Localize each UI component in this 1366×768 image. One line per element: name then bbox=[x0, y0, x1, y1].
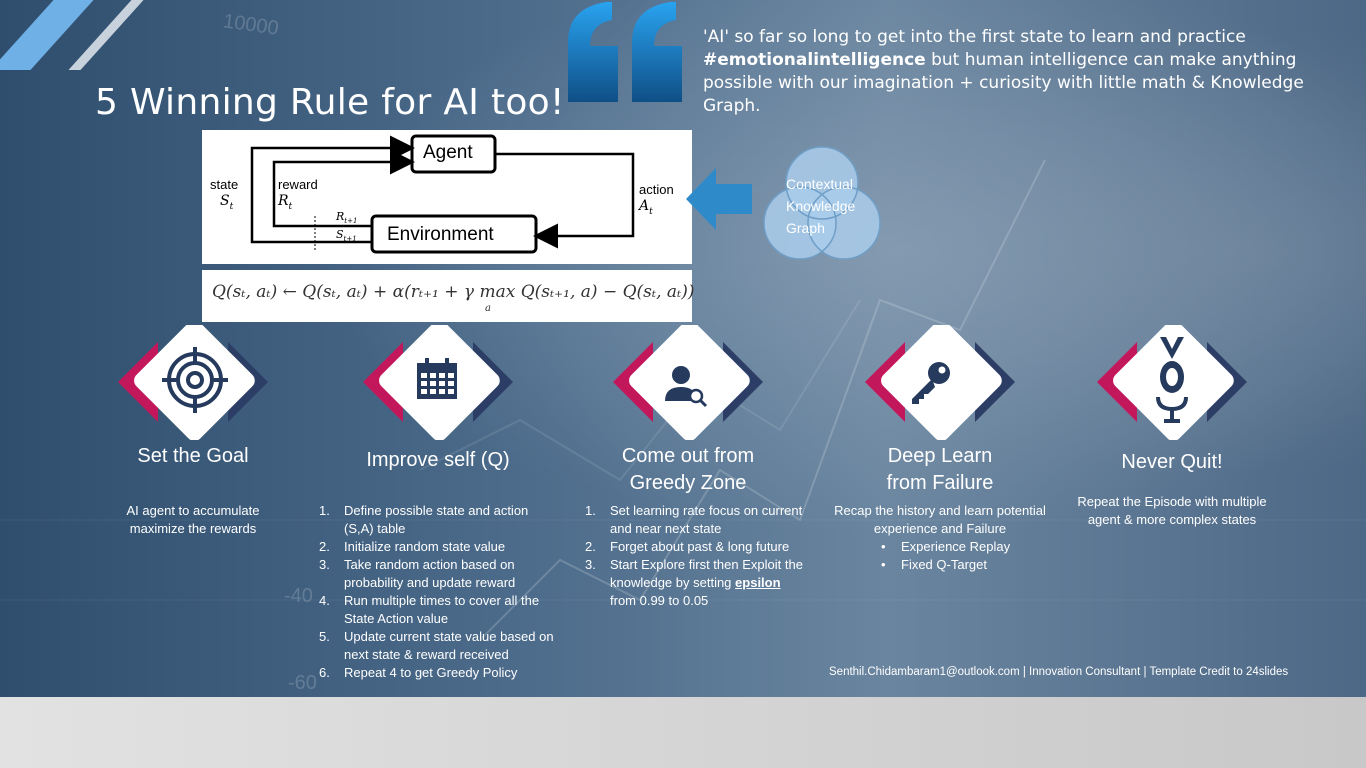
list-item: 3. Take random action based on probabilit… bbox=[319, 557, 516, 590]
rule-title: Improve self (Q) bbox=[366, 449, 510, 471]
s-next-symbol: St+1 bbox=[336, 228, 357, 244]
rule-steps: 1. Set learning rate focus on current and… bbox=[585, 502, 805, 610]
list-item: 5. Update current state value based on ne… bbox=[319, 629, 554, 662]
rule-description: Recap the history and learn potential ex… bbox=[834, 503, 1046, 536]
rule-title-line1: Come out from bbox=[621, 445, 755, 467]
rule-description-block: Recap the history and learn potential ex… bbox=[825, 502, 1055, 574]
rule-title: Come out from Greedy Zone bbox=[563, 443, 813, 497]
reward-label: reward bbox=[278, 177, 318, 192]
r-next-symbol: Rt+1 bbox=[336, 210, 358, 226]
rl-diagram: Agent Environment state St reward Rt act… bbox=[202, 130, 692, 264]
rule-title-line2: Greedy Zone bbox=[629, 472, 747, 494]
state-label: state bbox=[210, 177, 239, 192]
rule-title: Set the Goal bbox=[137, 445, 249, 467]
rule-title: Never Quit! bbox=[1121, 451, 1223, 473]
rule-title-line2: from Failure bbox=[886, 472, 994, 494]
list-item: 6. Repeat 4 to get Greedy Policy bbox=[319, 665, 518, 680]
list-item: 4. Run multiple times to cover all the St… bbox=[319, 593, 540, 626]
rl-diagram-drawing bbox=[250, 134, 635, 254]
background-number: -60 bbox=[288, 672, 317, 694]
list-item: 3. Start Explore first then Exploit the k… bbox=[585, 557, 803, 608]
bottom-band bbox=[0, 697, 1366, 768]
arrow-left-icon bbox=[686, 168, 752, 230]
equation-max-subscript: a bbox=[485, 303, 491, 314]
rule-title-line1: Deep Learn bbox=[887, 445, 993, 467]
list-item: 2. Initialize random state value bbox=[319, 539, 506, 554]
background-number: -40 bbox=[284, 585, 313, 607]
quote-part2: but human intelligence can make anything… bbox=[703, 50, 1304, 116]
rule-title: Deep Learn from Failure bbox=[815, 443, 1065, 497]
quote-mark-icon bbox=[568, 2, 682, 102]
list-item: Fixed Q-Target bbox=[877, 556, 1055, 574]
quote-text: 'AI' so far so long to get into the firs… bbox=[703, 26, 1343, 118]
q-learning-equation: Q(sₜ, aₜ) ← Q(sₜ, aₜ) + α(rₜ₊₁ + γ max Q… bbox=[202, 270, 695, 322]
calendar-icon bbox=[417, 358, 457, 399]
quote-part1: 'AI' so far so long to get into the firs… bbox=[703, 27, 1246, 47]
target-icon bbox=[162, 347, 228, 413]
venn-label: Contextual Knowledge Graph bbox=[786, 173, 886, 239]
list-item: Experience Replay bbox=[877, 538, 1055, 556]
venn-label-line1: Contextual bbox=[786, 176, 853, 192]
action-symbol: At bbox=[639, 198, 653, 217]
environment-label: Environment bbox=[387, 224, 494, 245]
slide-background: 10000 -40 -60 5 Winning Rule for AI too!… bbox=[0, 0, 1366, 697]
footer-credit: Senthil.Chidambaram1@outlook.com | Innov… bbox=[829, 666, 1289, 678]
list-item: 1. Define possible state and action (S,A)… bbox=[319, 503, 529, 536]
key-icon bbox=[912, 362, 950, 404]
diamond-badge bbox=[118, 325, 268, 440]
list-item: 1. Set learning rate focus on current and… bbox=[585, 503, 803, 536]
list-item: 2. Forget about past & long future bbox=[585, 539, 790, 554]
venn-label-line3: Graph bbox=[786, 220, 825, 236]
state-symbol: St bbox=[220, 193, 234, 212]
diamond-badge bbox=[613, 325, 763, 440]
rule-description: AI agent to accumulate maximize the rewa… bbox=[126, 503, 260, 536]
medal-icon bbox=[1156, 337, 1188, 423]
page-title: 5 Winning Rule for AI too! bbox=[95, 82, 565, 123]
equation-text: Q(sₜ, aₜ) ← Q(sₜ, aₜ) + α(rₜ₊₁ + γ max Q… bbox=[212, 282, 695, 302]
reward-symbol: Rt bbox=[278, 193, 293, 212]
venn-diagram-icon bbox=[763, 146, 881, 260]
rule-description: Repeat the Episode with multiple agent &… bbox=[1077, 494, 1267, 527]
user-search-icon bbox=[665, 366, 708, 408]
action-label: action bbox=[639, 182, 674, 197]
quote-hashtag: #emotionalintelligence bbox=[703, 50, 926, 70]
venn-label-line2: Knowledge bbox=[786, 198, 856, 214]
rule-steps: 1. Define possible state and action (S,A)… bbox=[319, 502, 559, 682]
agent-label: Agent bbox=[423, 142, 473, 163]
epsilon-term: epsilon bbox=[735, 575, 781, 590]
